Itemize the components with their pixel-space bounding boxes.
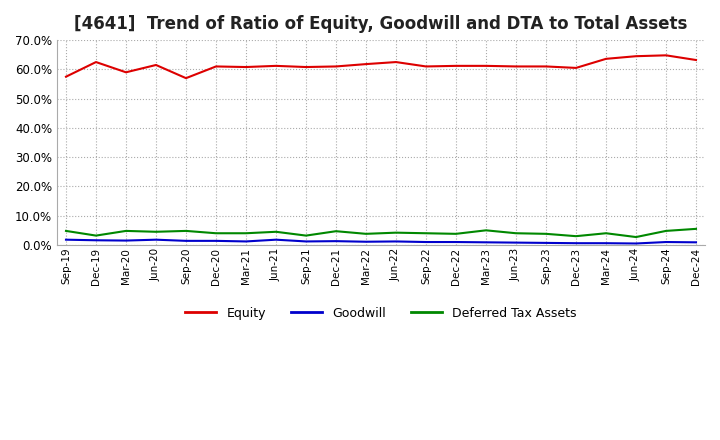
Deferred Tax Assets — [212, 231, 220, 236]
Goodwill — [91, 238, 100, 243]
Deferred Tax Assets — [692, 226, 701, 231]
Line: Deferred Tax Assets: Deferred Tax Assets — [66, 229, 696, 237]
Equity — [122, 70, 130, 75]
Equity — [91, 59, 100, 65]
Deferred Tax Assets — [512, 231, 521, 236]
Goodwill — [212, 238, 220, 243]
Equity — [392, 59, 400, 65]
Equity — [541, 64, 550, 69]
Equity — [692, 57, 701, 62]
Equity — [302, 64, 310, 70]
Deferred Tax Assets — [62, 228, 71, 234]
Goodwill — [631, 241, 640, 246]
Goodwill — [541, 240, 550, 246]
Goodwill — [392, 239, 400, 244]
Equity — [152, 62, 161, 68]
Goodwill — [62, 237, 71, 242]
Goodwill — [482, 240, 490, 245]
Goodwill — [122, 238, 130, 243]
Deferred Tax Assets — [361, 231, 370, 236]
Equity — [62, 74, 71, 79]
Deferred Tax Assets — [302, 233, 310, 238]
Deferred Tax Assets — [662, 228, 670, 234]
Deferred Tax Assets — [271, 229, 280, 235]
Equity — [482, 63, 490, 69]
Goodwill — [152, 237, 161, 242]
Equity — [181, 76, 190, 81]
Equity — [662, 53, 670, 58]
Goodwill — [512, 240, 521, 245]
Deferred Tax Assets — [482, 227, 490, 233]
Equity — [212, 64, 220, 69]
Deferred Tax Assets — [572, 234, 580, 239]
Equity — [361, 62, 370, 67]
Equity — [602, 56, 611, 62]
Line: Equity: Equity — [66, 55, 696, 78]
Deferred Tax Assets — [242, 231, 251, 236]
Deferred Tax Assets — [91, 233, 100, 238]
Deferred Tax Assets — [602, 231, 611, 236]
Goodwill — [242, 239, 251, 244]
Goodwill — [662, 239, 670, 245]
Line: Goodwill: Goodwill — [66, 240, 696, 243]
Goodwill — [602, 241, 611, 246]
Goodwill — [361, 239, 370, 244]
Deferred Tax Assets — [152, 229, 161, 235]
Deferred Tax Assets — [122, 228, 130, 234]
Goodwill — [572, 241, 580, 246]
Deferred Tax Assets — [631, 235, 640, 240]
Equity — [332, 64, 341, 69]
Goodwill — [271, 237, 280, 242]
Goodwill — [451, 239, 460, 245]
Deferred Tax Assets — [392, 230, 400, 235]
Deferred Tax Assets — [541, 231, 550, 236]
Equity — [242, 64, 251, 70]
Deferred Tax Assets — [181, 228, 190, 234]
Equity — [631, 54, 640, 59]
Goodwill — [422, 239, 431, 245]
Legend: Equity, Goodwill, Deferred Tax Assets: Equity, Goodwill, Deferred Tax Assets — [180, 302, 582, 325]
Equity — [422, 64, 431, 69]
Title: [4641]  Trend of Ratio of Equity, Goodwill and DTA to Total Assets: [4641] Trend of Ratio of Equity, Goodwil… — [74, 15, 688, 33]
Deferred Tax Assets — [451, 231, 460, 236]
Equity — [451, 63, 460, 69]
Goodwill — [692, 240, 701, 245]
Goodwill — [181, 238, 190, 243]
Equity — [271, 63, 280, 69]
Equity — [572, 65, 580, 70]
Goodwill — [332, 238, 341, 244]
Deferred Tax Assets — [332, 228, 341, 234]
Equity — [512, 64, 521, 69]
Deferred Tax Assets — [422, 231, 431, 236]
Goodwill — [302, 239, 310, 244]
